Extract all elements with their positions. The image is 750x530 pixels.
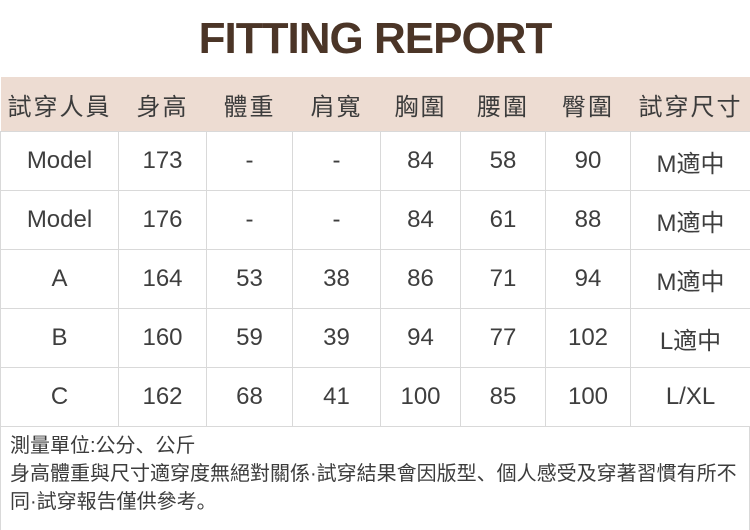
table-row: B 160 59 39 94 77 102 L適中: [0, 308, 750, 368]
table-cell: Model: [0, 131, 119, 191]
table-cell: 84: [380, 190, 461, 250]
notes-section: 測量單位:公分、公斤 身高體重與尺寸適穿度無絕對關係·試穿結果會因版型、個人感受…: [0, 427, 750, 530]
table-row: Model 173 - - 84 58 90 M適中: [0, 131, 750, 191]
header-cell-chest: 胸圍: [380, 77, 461, 132]
header-cell-height: 身高: [118, 77, 207, 132]
table-cell: 100: [380, 367, 461, 427]
table-cell: 176: [118, 190, 207, 250]
table-cell: -: [292, 190, 381, 250]
table-header-row: 試穿人員 身高 體重 肩寬 胸圍 腰圍 臀圍 試穿尺寸: [0, 77, 750, 132]
table-cell: 100: [545, 367, 631, 427]
table-cell: 90: [545, 131, 631, 191]
table-cell: -: [206, 190, 293, 250]
table-cell: L/XL: [630, 367, 750, 427]
table-cell: 88: [545, 190, 631, 250]
fitting-table: 試穿人員 身高 體重 肩寬 胸圍 腰圍 臀圍 試穿尺寸 Model 173 - …: [0, 77, 750, 427]
table-cell: 162: [118, 367, 207, 427]
table-cell: 85: [460, 367, 546, 427]
header-cell-shoulder: 肩寬: [292, 77, 381, 132]
header-cell-hip: 臀圍: [545, 77, 631, 132]
table-cell: 68: [206, 367, 293, 427]
table-row: Model 176 - - 84 61 88 M適中: [0, 190, 750, 250]
table-cell: Model: [0, 190, 119, 250]
header-cell-waist: 腰圍: [460, 77, 546, 132]
table-row: C 162 68 41 100 85 100 L/XL: [0, 367, 750, 427]
table-cell: 71: [460, 249, 546, 309]
table-cell: A: [0, 249, 119, 309]
table-cell: L適中: [630, 308, 750, 368]
header-cell-weight: 體重: [206, 77, 293, 132]
table-cell: 58: [460, 131, 546, 191]
table-cell: M適中: [630, 131, 750, 191]
table-cell: 38: [292, 249, 381, 309]
title-bar: FITTING REPORT: [0, 0, 750, 77]
table-cell: 61: [460, 190, 546, 250]
table-cell: 86: [380, 249, 461, 309]
table-cell: C: [0, 367, 119, 427]
table-cell: 41: [292, 367, 381, 427]
table-cell: 59: [206, 308, 293, 368]
table-cell: M適中: [630, 190, 750, 250]
header-cell-size: 試穿尺寸: [630, 77, 750, 132]
table-cell: M適中: [630, 249, 750, 309]
table-cell: B: [0, 308, 119, 368]
table-cell: 53: [206, 249, 293, 309]
header-cell-tester: 試穿人員: [0, 77, 119, 132]
table-cell: 160: [118, 308, 207, 368]
table-cell: 84: [380, 131, 461, 191]
table-cell: -: [292, 131, 381, 191]
table-cell: 173: [118, 131, 207, 191]
table-cell: 164: [118, 249, 207, 309]
disclaimer-note: 身高體重與尺寸適穿度無絕對關係·試穿結果會因版型、個人感受及穿著習慣有所不同·試…: [10, 463, 737, 513]
table-cell: -: [206, 131, 293, 191]
table-cell: 94: [380, 308, 461, 368]
table-cell: 39: [292, 308, 381, 368]
table-cell: 94: [545, 249, 631, 309]
table-cell: 77: [460, 308, 546, 368]
table-row: A 164 53 38 86 71 94 M適中: [0, 249, 750, 309]
table-cell: 102: [545, 308, 631, 368]
measurement-unit-note: 測量單位:公分、公斤: [10, 435, 196, 457]
page-title: FITTING REPORT: [198, 13, 553, 63]
